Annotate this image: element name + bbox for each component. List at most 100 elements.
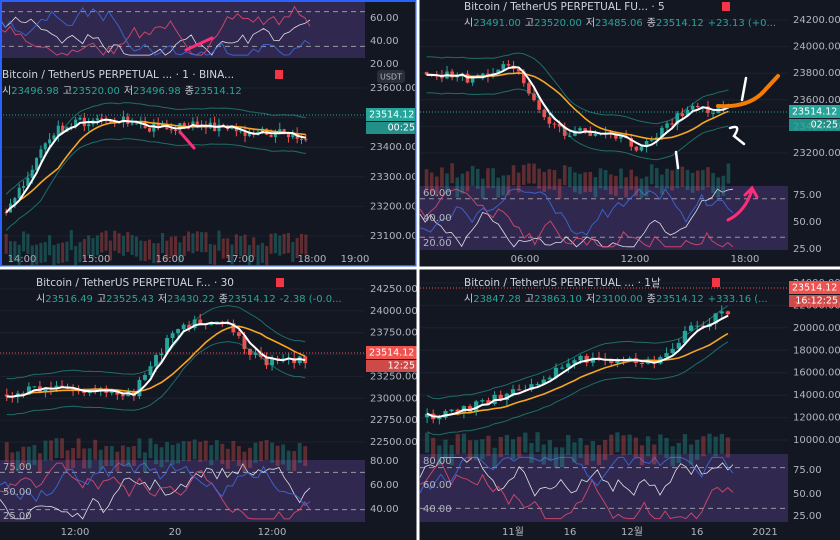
- volume-bar: [707, 433, 712, 454]
- volume-bar: [719, 433, 724, 454]
- price-tag-box: [789, 105, 840, 118]
- rsi-axis-label: 40.00: [370, 36, 399, 47]
- price-axis-label: 23750.00: [370, 328, 418, 339]
- candle: [553, 367, 559, 378]
- volume-bar: [69, 230, 73, 251]
- volume-bar: [660, 174, 664, 195]
- volume-bar: [143, 241, 147, 262]
- volume-bar: [670, 446, 675, 467]
- candle: [21, 393, 26, 395]
- price-axis-label: 20000.00: [793, 323, 840, 334]
- volume-bar: [297, 442, 302, 463]
- volume-bar: [87, 448, 92, 469]
- moving-average-slow: [5, 120, 306, 213]
- candle: [695, 325, 700, 327]
- ohlc-key: 시: [464, 293, 473, 305]
- price-axis-label: 16000.00: [793, 368, 840, 379]
- candle: [182, 123, 186, 128]
- volume-bar: [608, 174, 613, 195]
- candle: [566, 363, 571, 368]
- price-axis-label: 24250.00: [370, 284, 418, 295]
- volume-bar: [523, 432, 528, 453]
- volume-bar: [596, 445, 602, 466]
- volume-bar: [295, 238, 299, 259]
- flag: [712, 278, 720, 287]
- time-axis-label: 16: [691, 527, 704, 538]
- price-axis-label: 23250.00: [370, 371, 418, 382]
- volume-bar: [30, 245, 34, 266]
- candle: [467, 406, 473, 412]
- price-axis-label: 22500.00: [370, 437, 418, 448]
- volume-bar: [204, 232, 208, 253]
- volume-bar: [256, 244, 260, 265]
- volume-bar: [98, 449, 103, 470]
- bollinger-upper: [6, 305, 306, 380]
- candle: [437, 417, 442, 420]
- candle: [304, 138, 308, 141]
- volume-bar: [234, 234, 238, 255]
- bollinger-lower: [426, 341, 729, 436]
- candle: [547, 117, 552, 124]
- volume-bar: [619, 168, 623, 189]
- candle: [481, 73, 485, 76]
- rsi-axis-label: 50.00: [793, 217, 822, 228]
- candle: [527, 83, 531, 94]
- volume-bar: [455, 434, 460, 455]
- ohlc-key: 저: [586, 17, 595, 29]
- volume-bar: [633, 437, 638, 458]
- candle: [660, 127, 664, 138]
- timer: 16:12:25: [795, 296, 838, 307]
- candle: [486, 400, 491, 404]
- volume-bar: [43, 242, 47, 263]
- ohlc-value: 23863.10: [534, 294, 582, 305]
- volume-bar: [8, 241, 13, 262]
- volume-bar: [624, 177, 628, 198]
- rsi-line: [419, 188, 734, 236]
- candle: [192, 319, 197, 329]
- candle: [517, 389, 522, 391]
- chart-title: Bitcoin / TetherUS PERPETUAL F... · 30: [36, 277, 234, 289]
- ohlc-key: 저: [124, 85, 133, 97]
- timer-box: [789, 295, 840, 307]
- rsi-axis-label-left: 20.00: [423, 238, 452, 249]
- rsi-axis-label: 50.00: [793, 489, 822, 500]
- volume-bar: [191, 233, 195, 254]
- time-axis-label: 16: [564, 527, 577, 538]
- candle: [22, 186, 26, 188]
- price-axis-label: 23600.00: [793, 95, 840, 106]
- candle: [275, 358, 280, 360]
- rsi-axis-label-left: 40.00: [423, 213, 452, 224]
- volume-bar: [486, 168, 490, 189]
- volume-bar: [467, 440, 473, 461]
- volume-bar: [716, 177, 720, 198]
- volume-bar: [76, 438, 81, 459]
- volume-bar: [639, 178, 644, 199]
- volume-bar: [510, 439, 516, 460]
- candle: [52, 135, 56, 140]
- volume-bar: [43, 440, 48, 461]
- volume-bar: [481, 178, 485, 199]
- ohlc: 시23496.98 고23520.00 저23496.98 종23514.12: [2, 85, 242, 97]
- volume-bar: [217, 230, 221, 251]
- volume-bar: [281, 444, 286, 465]
- candle: [26, 177, 30, 187]
- volume-bar: [152, 243, 156, 264]
- price-axis-label: 14000.00: [793, 390, 840, 401]
- volume-bar: [130, 235, 134, 256]
- candle: [273, 131, 277, 138]
- price-axis-label: 23000.00: [370, 393, 418, 404]
- ohlc-value: 23485.06: [595, 18, 643, 29]
- volume-bar: [658, 434, 663, 455]
- volume-bar: [148, 438, 153, 459]
- candle: [504, 393, 510, 401]
- rsi-line: [419, 460, 734, 520]
- volume-bar: [187, 441, 192, 462]
- rsi-line: [0, 462, 311, 520]
- volume-bar: [461, 433, 467, 454]
- candle: [253, 352, 258, 355]
- candle: [169, 129, 173, 131]
- candle: [516, 68, 521, 72]
- badge: USDT: [380, 73, 402, 82]
- time-axis-label: 17:00: [226, 254, 255, 265]
- candle: [675, 113, 680, 125]
